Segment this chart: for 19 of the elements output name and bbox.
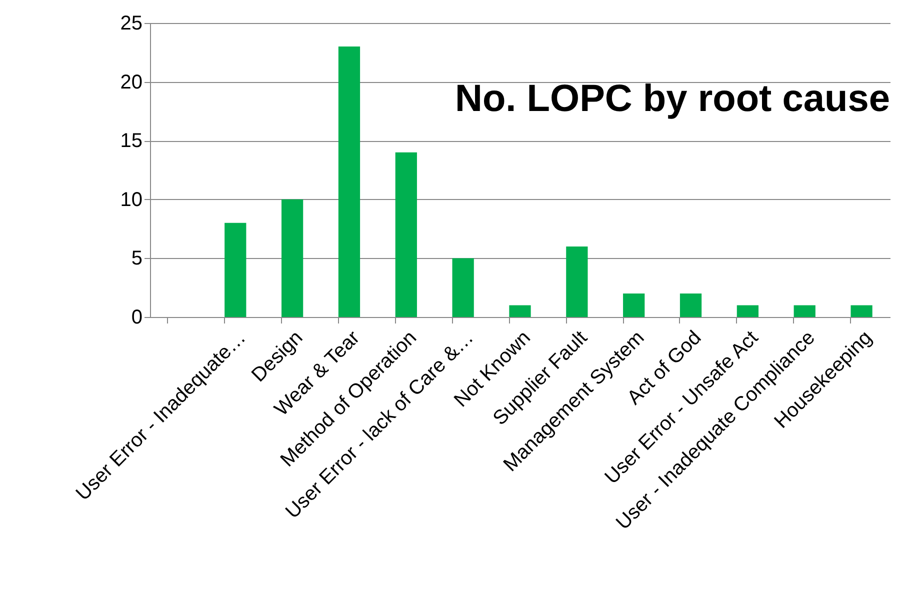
y-tick-label: 0 [131,306,142,328]
bar [794,305,816,317]
bar [509,305,531,317]
y-tick-label: 25 [120,12,142,34]
text: No. LOPC by root cause [455,78,890,120]
y-tick-label: 20 [120,71,142,94]
bar [623,293,645,317]
bar [566,246,588,317]
bar [452,258,474,317]
bar [395,152,417,317]
bar [338,46,360,317]
bar [281,199,304,317]
y-tick-label: 15 [120,130,142,152]
y-tick-label: 10 [120,188,142,211]
bar [680,293,702,317]
y-tick-label: 5 [131,248,142,270]
bar [224,222,246,317]
bar [736,305,759,317]
bar [850,305,872,317]
